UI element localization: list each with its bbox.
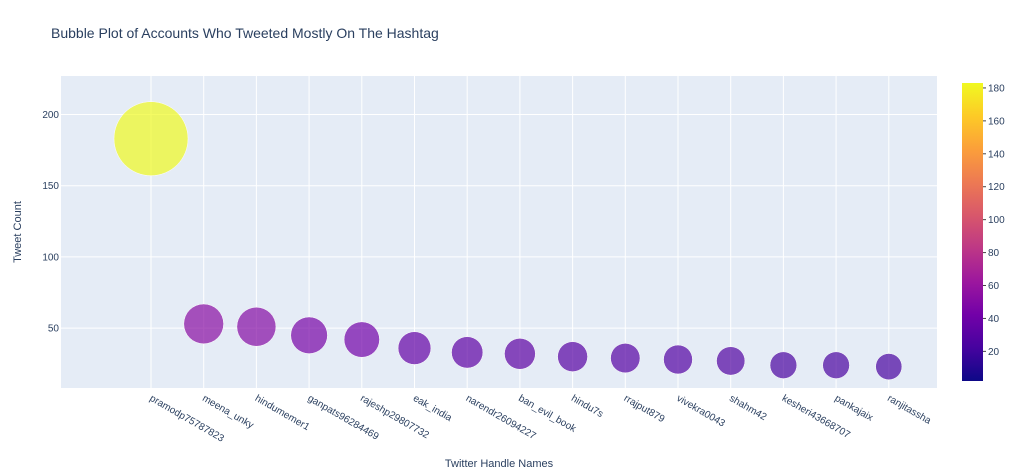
colorbar-tick-label: 80: [988, 248, 1000, 259]
x-tick-label: ranjitassha: [885, 393, 933, 427]
bubble-vivekra0043: [663, 344, 693, 375]
colorbar-tick-label: 160: [988, 116, 1005, 127]
colorbar-tick-labels: 20 40 60 80 100 120 140 160 180: [983, 83, 1005, 358]
y-tick-labels: 50 100 150 200: [42, 110, 59, 335]
y-tick-label: 100: [42, 252, 59, 263]
colorbar-tick-label: 100: [988, 215, 1005, 226]
colorbar-tick-label: 20: [988, 347, 1000, 358]
bubble-ban_evil_book: [504, 338, 536, 370]
bubble-shahm42: [716, 346, 746, 376]
y-tick-label: 150: [42, 181, 59, 192]
chart-title: Bubble Plot of Accounts Who Tweeted Most…: [51, 25, 439, 41]
y-tick-label: 50: [48, 324, 60, 335]
x-axis-title: Twitter Handle Names: [445, 458, 554, 470]
bubble-ganpats96284469: [290, 316, 328, 354]
x-tick-label: shahm42: [727, 393, 769, 423]
colorbar-tick-label: 140: [988, 149, 1005, 160]
bubble-hindu7s: [557, 341, 588, 372]
x-tick-label: rrajput879: [622, 393, 667, 425]
x-tick-label: vivekra0043: [675, 393, 728, 430]
bubble-rajeshp29807732: [343, 321, 380, 358]
x-gridlines: [150, 76, 890, 388]
bubble-hindumemer1: [236, 306, 277, 347]
bubble-eak_india: [397, 331, 432, 365]
x-tick-label: pankajaix: [833, 393, 875, 424]
y-tick-label: 200: [42, 110, 59, 121]
y-gridlines: [61, 113, 937, 329]
bubble-narendr26094227: [451, 336, 484, 369]
x-tick-labels: pramodp75787823meena_unkyhindumemer1ganp…: [148, 393, 934, 445]
bubble-rrajput879: [610, 343, 641, 374]
x-tick-label: hindumemer1: [253, 393, 312, 433]
colorbar-tick-label: 60: [988, 281, 1000, 292]
x-tick-label: eak_india: [411, 393, 454, 424]
bubble-meena_unky: [183, 303, 224, 345]
bubble-pankajaix: [822, 351, 850, 379]
y-axis-title: Tweet Count: [12, 201, 24, 263]
bubble-series: [113, 101, 903, 381]
bubble-kesheri43668707: [769, 351, 798, 379]
colorbar-tick-label: 120: [988, 182, 1005, 193]
colorbar: [962, 83, 983, 381]
colorbar-tick-label: 180: [988, 83, 1005, 94]
plot-area: [61, 76, 937, 388]
bubble-ranjitassha: [875, 353, 903, 381]
bubble-pramodp75787823: [113, 101, 189, 176]
x-tick-label: hindu7s: [569, 393, 605, 420]
colorbar-tick-label: 40: [988, 314, 1000, 325]
